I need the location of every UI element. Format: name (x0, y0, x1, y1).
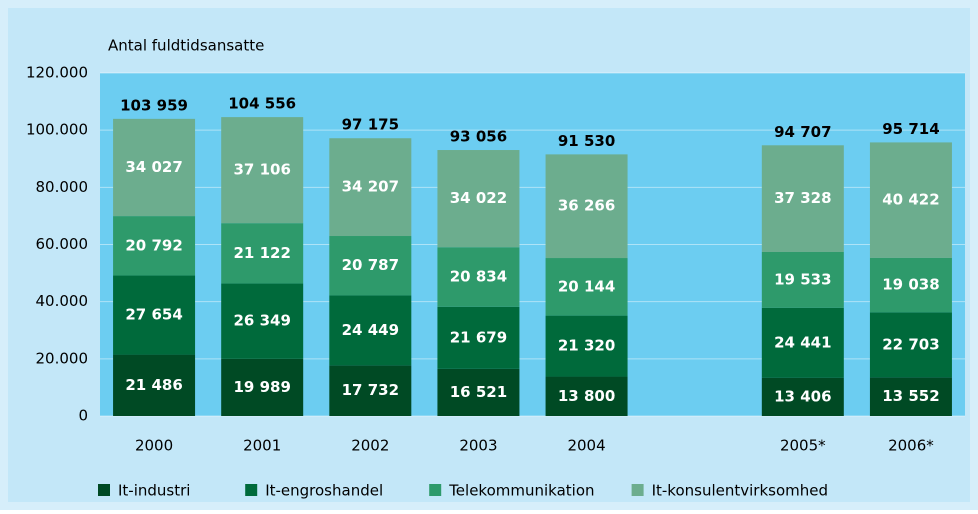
bar-segment (329, 138, 412, 237)
x-tick-label: 2006* (888, 437, 934, 455)
legend-swatch (429, 484, 442, 496)
bar-segment (545, 376, 628, 416)
y-tick-label: 0 (78, 407, 88, 425)
y-tick-label: 60.000 (36, 235, 89, 253)
y-tick-label: 40.000 (36, 292, 89, 310)
x-tick-label: 2000 (135, 437, 173, 455)
bar-segment (221, 117, 304, 224)
value-label: 36 266 (558, 197, 615, 215)
total-label: 93 056 (450, 128, 507, 146)
value-label: 24 449 (342, 321, 399, 339)
bar-segment (437, 150, 520, 248)
legend-label: It-industri (118, 482, 190, 500)
legend-label: Telekommunikation (448, 482, 594, 500)
x-tick-label: 2001 (243, 437, 281, 455)
bar-segment (329, 295, 412, 366)
legend-swatch (98, 484, 110, 496)
value-label: 20 144 (558, 277, 615, 295)
value-label: 16 521 (450, 383, 507, 401)
value-label: 21 486 (125, 376, 182, 394)
total-label: 97 175 (342, 116, 399, 134)
bar-segment (113, 354, 196, 416)
total-label: 91 530 (558, 132, 615, 150)
bar-segment (437, 306, 520, 369)
legend-swatch (245, 484, 258, 496)
value-label: 22 703 (882, 335, 939, 353)
value-label: 13 406 (774, 387, 831, 405)
bar-segment (113, 275, 196, 355)
value-label: 17 732 (342, 381, 399, 399)
y-tick-label: 80.000 (36, 178, 89, 196)
value-label: 13 552 (882, 387, 939, 405)
value-label: 19 533 (774, 270, 831, 288)
bar-segment (221, 283, 304, 359)
value-label: 40 422 (882, 191, 939, 209)
bar-segment (869, 257, 952, 313)
value-label: 34 022 (450, 189, 507, 207)
value-label: 13 800 (558, 387, 615, 405)
bar-segment (221, 223, 304, 284)
y-tick-label: 100.000 (26, 121, 88, 139)
x-tick-label: 2002 (351, 437, 389, 455)
legend-label: It-engroshandel (265, 482, 383, 500)
value-label: 34 207 (342, 178, 399, 196)
y-axis-label: Antal fuldtidsansatte (108, 37, 264, 55)
value-label: 20 787 (342, 256, 399, 274)
bar-segment (113, 118, 196, 217)
value-label: 27 654 (125, 306, 182, 324)
bar-segment (437, 368, 520, 416)
bar-segment (869, 377, 952, 416)
bar-segment (329, 365, 412, 416)
value-label: 34 027 (125, 158, 182, 176)
bar-segment (761, 251, 844, 308)
bar-segment (761, 377, 844, 416)
value-label: 37 106 (233, 161, 290, 179)
bar-segment (761, 145, 844, 252)
value-label: 19 038 (882, 276, 939, 294)
value-label: 26 349 (233, 312, 290, 330)
bar-segment (329, 236, 412, 296)
total-label: 94 707 (774, 123, 831, 141)
bar-segment (545, 258, 628, 316)
x-tick-label: 2004 (567, 437, 605, 455)
value-label: 21 679 (450, 328, 507, 346)
value-label: 37 328 (774, 189, 831, 207)
bar-segment (761, 307, 844, 378)
value-label: 21 122 (233, 244, 290, 262)
total-label: 103 959 (120, 96, 188, 114)
bar-segment (869, 312, 952, 378)
y-tick-label: 20.000 (36, 349, 89, 367)
bar-segment (545, 154, 628, 259)
bar-segment (221, 358, 304, 416)
value-label: 24 441 (774, 333, 831, 351)
bar-segment (545, 315, 628, 377)
y-tick-label: 120.000 (26, 64, 88, 82)
x-tick-label: 2005* (780, 437, 826, 455)
x-tick-label: 2003 (459, 437, 497, 455)
value-label: 19 989 (233, 378, 290, 396)
bar-segment (113, 216, 196, 276)
legend-swatch (631, 484, 644, 496)
total-label: 95 714 (882, 120, 939, 138)
value-label: 20 834 (450, 268, 507, 286)
bar-segment (437, 247, 520, 307)
legend-label: It-konsulentvirksomhed (652, 482, 828, 500)
value-label: 20 792 (125, 236, 182, 254)
total-label: 104 556 (228, 95, 296, 113)
bar-segment (869, 142, 952, 258)
value-label: 21 320 (558, 337, 615, 355)
